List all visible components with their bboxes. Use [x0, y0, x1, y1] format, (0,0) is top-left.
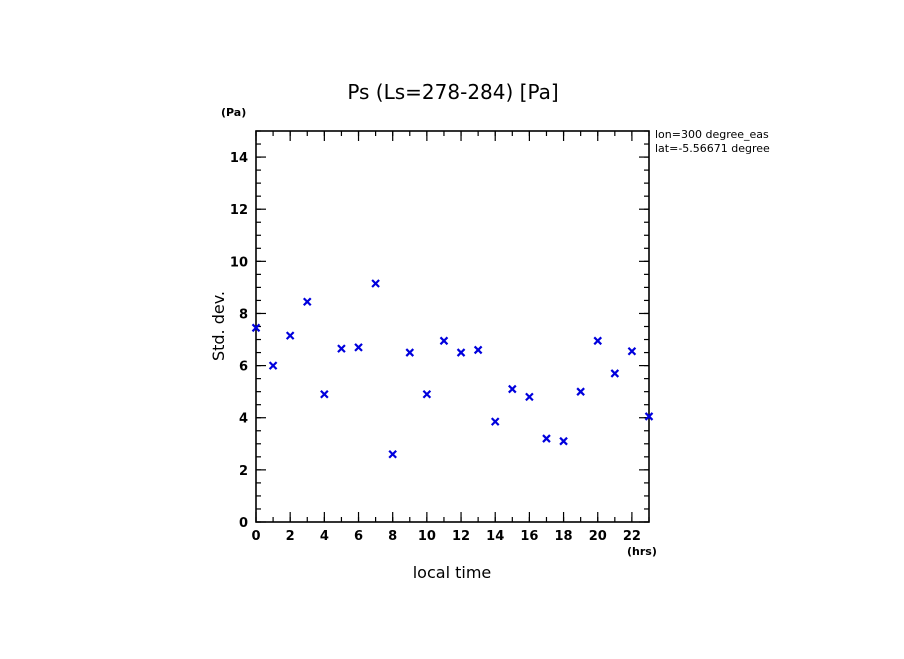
data-point-stroke [610, 369, 620, 378]
data-point [268, 361, 278, 370]
x-tick-label: 16 [520, 529, 538, 544]
y-tick-label: 14 [230, 151, 248, 166]
data-point [422, 389, 432, 399]
data-point-stroke [525, 392, 534, 402]
data-point [644, 412, 654, 421]
data-point [439, 336, 449, 346]
data-point-stroke [285, 331, 295, 340]
data-point [593, 336, 603, 346]
data-point-stroke [559, 436, 568, 446]
data-point [473, 345, 483, 355]
data-point [627, 346, 637, 356]
data-point-stroke [371, 279, 380, 288]
data-point-stroke [320, 389, 329, 399]
x-tick-label: 12 [452, 529, 470, 544]
data-point-stroke [302, 297, 312, 307]
data-point [388, 449, 397, 459]
data-point-stroke [490, 417, 500, 426]
data-point-stroke [405, 348, 415, 357]
annotation-lon: lon=300 degree_eas [655, 128, 769, 141]
data-point-stroke [251, 323, 261, 333]
data-point-stroke [422, 389, 432, 399]
chart-title: Ps (Ls=278-284) [Pa] [347, 80, 558, 104]
data-point-stroke [627, 346, 637, 356]
y-axis-unit: (Pa) [221, 106, 246, 119]
data-point [576, 387, 585, 396]
data-point [610, 369, 620, 378]
y-tick-label: 2 [239, 464, 248, 479]
x-tick-label: 10 [418, 529, 436, 544]
plot-frame [255, 130, 650, 523]
data-point [508, 384, 517, 394]
data-point-stroke [337, 344, 346, 353]
y-tick-label: 0 [239, 516, 248, 531]
x-axis-unit: (hrs) [627, 545, 657, 558]
x-tick-label: 18 [555, 529, 573, 544]
y-tick-label: 8 [239, 307, 248, 322]
data-point-stroke [576, 387, 585, 396]
y-tick-label: 12 [230, 203, 248, 218]
data-point [354, 343, 363, 352]
y-tick-label: 4 [239, 412, 248, 427]
data-point-stroke [456, 348, 466, 357]
data-point [456, 348, 466, 357]
x-axis-title: local time [413, 563, 492, 582]
data-point-stroke [473, 345, 483, 355]
x-tick-label: 14 [486, 529, 504, 544]
data-point [285, 331, 295, 340]
y-tick-label: 6 [239, 360, 248, 375]
x-tick-label: 22 [623, 529, 641, 544]
data-point-stroke [439, 336, 449, 346]
x-tick-label: 4 [320, 529, 329, 544]
data-point-stroke [508, 384, 517, 394]
y-tick-label: 10 [230, 255, 248, 270]
y-axis-title: Std. dev. [209, 291, 228, 361]
data-point [302, 297, 312, 307]
data-point [490, 417, 500, 426]
x-tick-label: 2 [286, 529, 295, 544]
annotation-lat: lat=-5.56671 degree [655, 142, 770, 155]
data-point-stroke [542, 434, 551, 443]
data-point [525, 392, 534, 402]
data-point-stroke [388, 449, 397, 459]
data-point-stroke [644, 412, 654, 421]
data-point [559, 436, 568, 446]
data-point [405, 348, 415, 357]
x-tick-label: 8 [388, 529, 397, 544]
data-point [542, 434, 551, 443]
data-point-stroke [593, 336, 603, 346]
data-point-stroke [354, 343, 363, 352]
data-point-stroke [268, 361, 278, 370]
points-layer [251, 279, 654, 459]
data-point [337, 344, 346, 353]
x-tick-label: 6 [354, 529, 363, 544]
data-point [371, 279, 380, 288]
x-tick-label: 20 [589, 529, 607, 544]
ticks-layer: 0 2 4 6 8 10 12 14 16 18 20 22 0 2 4 6 8 10 12 14 [230, 130, 650, 544]
data-point [251, 323, 261, 333]
data-point [320, 389, 329, 399]
x-tick-label: 0 [251, 529, 260, 544]
